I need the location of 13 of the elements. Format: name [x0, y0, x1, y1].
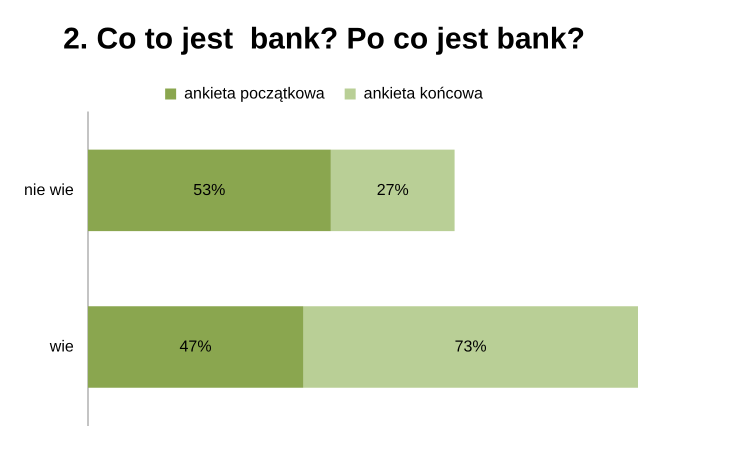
data-label: 73%	[454, 338, 487, 356]
y-tick-label: wie	[48, 338, 74, 356]
data-label: 53%	[193, 182, 226, 199]
data-label: 27%	[376, 182, 409, 199]
bar	[303, 306, 638, 388]
y-tick-label: nie wie	[24, 182, 74, 199]
bar	[88, 306, 304, 388]
chart-title: 2. Co to jest bank? Po co jest bank?	[63, 22, 585, 56]
legend-label: ankieta końcowa	[364, 85, 483, 102]
data-label: 47%	[180, 338, 212, 356]
legend-label: ankieta początkowa	[184, 85, 325, 102]
bar	[330, 150, 455, 232]
bar	[88, 150, 331, 232]
